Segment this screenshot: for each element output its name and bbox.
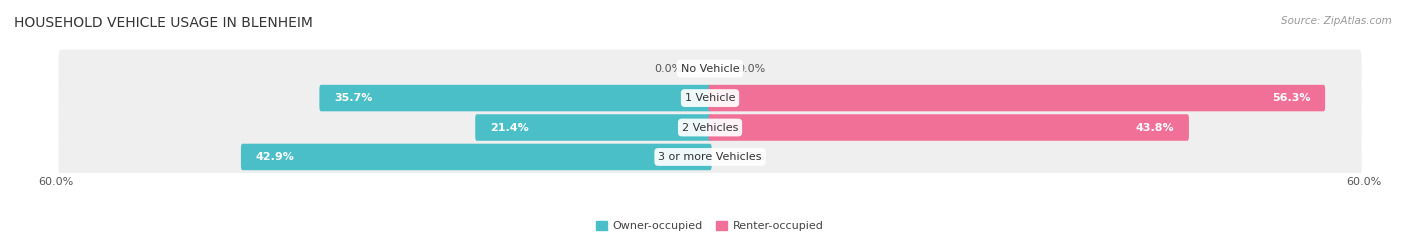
FancyBboxPatch shape xyxy=(475,114,711,141)
Text: 2 Vehicles: 2 Vehicles xyxy=(682,123,738,132)
Text: 1 Vehicle: 1 Vehicle xyxy=(685,93,735,103)
Text: 0.0%: 0.0% xyxy=(737,152,765,162)
FancyBboxPatch shape xyxy=(59,49,1361,88)
Text: Source: ZipAtlas.com: Source: ZipAtlas.com xyxy=(1281,16,1392,26)
FancyBboxPatch shape xyxy=(59,108,1361,147)
FancyBboxPatch shape xyxy=(59,79,1361,117)
FancyBboxPatch shape xyxy=(59,138,1361,176)
Text: 0.0%: 0.0% xyxy=(655,64,683,74)
FancyBboxPatch shape xyxy=(319,85,711,111)
FancyBboxPatch shape xyxy=(709,85,1324,111)
Text: 21.4%: 21.4% xyxy=(489,123,529,132)
Text: 35.7%: 35.7% xyxy=(335,93,373,103)
Text: No Vehicle: No Vehicle xyxy=(681,64,740,74)
Legend: Owner-occupied, Renter-occupied: Owner-occupied, Renter-occupied xyxy=(592,216,828,234)
FancyBboxPatch shape xyxy=(709,114,1189,141)
Text: 0.0%: 0.0% xyxy=(737,64,765,74)
FancyBboxPatch shape xyxy=(240,144,711,170)
Text: 42.9%: 42.9% xyxy=(256,152,294,162)
Text: 43.8%: 43.8% xyxy=(1136,123,1174,132)
Text: 56.3%: 56.3% xyxy=(1272,93,1310,103)
Text: HOUSEHOLD VEHICLE USAGE IN BLENHEIM: HOUSEHOLD VEHICLE USAGE IN BLENHEIM xyxy=(14,16,314,30)
Text: 3 or more Vehicles: 3 or more Vehicles xyxy=(658,152,762,162)
